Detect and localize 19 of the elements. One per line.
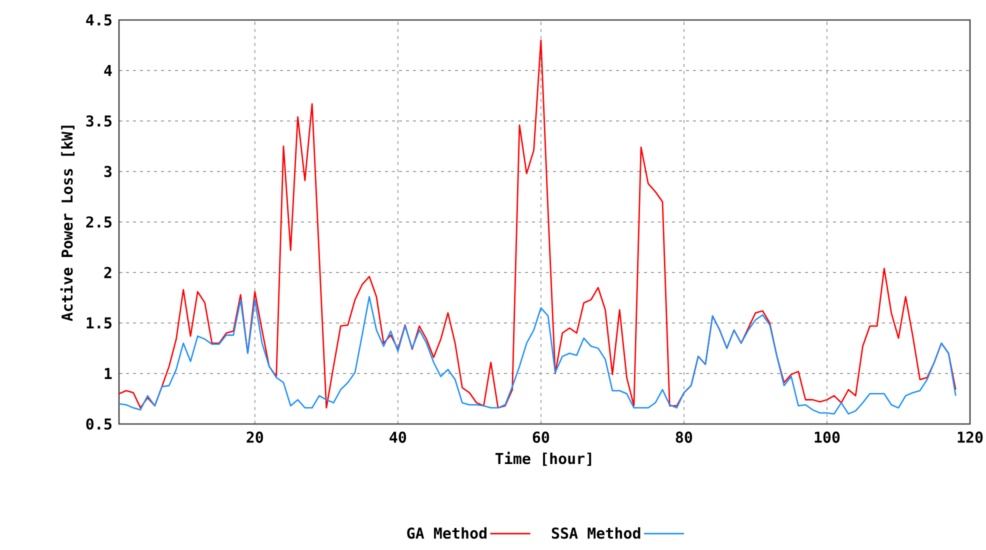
x-tick-label: 20 (246, 432, 263, 443)
x-tick-label: 120 (958, 432, 983, 443)
x-tick-label: 100 (814, 432, 840, 443)
y-tick-label: 1 (104, 368, 112, 379)
y-tick-label: 2.5 (86, 216, 112, 228)
y-tick-label: 4.5 (86, 14, 112, 26)
y-tick-label: 1.5 (86, 317, 112, 329)
x-tick-label: 80 (676, 432, 692, 443)
legend-label: SSA Method (552, 527, 640, 539)
y-tick-label: 3 (104, 166, 112, 178)
y-tick-label: 3.5 (86, 115, 112, 127)
x-tick-label: 40 (390, 432, 406, 443)
y-tick-label: 0.5 (86, 418, 112, 430)
x-tick-label: 60 (532, 432, 550, 443)
y-tick-label: 4 (104, 65, 112, 76)
y-tick-label: 2 (104, 266, 112, 278)
legend-label: GA Method (407, 527, 486, 539)
x-axis-title: Time [hour] (495, 452, 592, 466)
y-axis-title: Active Power Loss [kW] (60, 126, 75, 322)
